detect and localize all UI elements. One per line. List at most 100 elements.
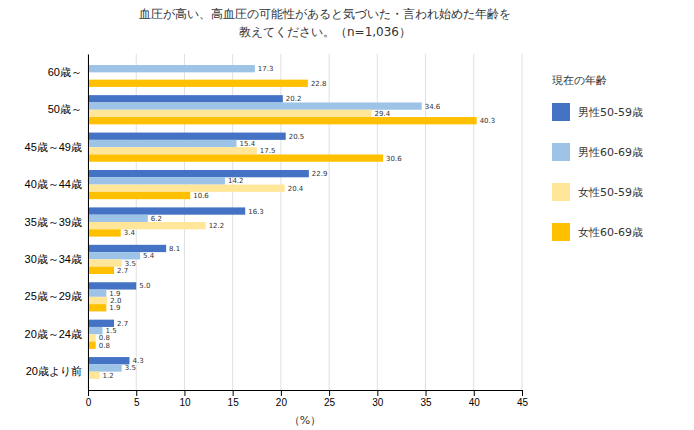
x-tick: 35 [420,390,432,408]
x-tick-mark [377,390,378,396]
bar [88,192,190,199]
data-label: 5.0 [139,282,150,290]
bar [88,252,140,259]
x-tick-mark [281,390,282,396]
legend-label: 男性60-69歳 [578,146,643,159]
x-tick-label: 35 [420,397,432,408]
data-label: 20.2 [286,95,302,103]
y-axis: 20歳より前 20歳～24歳 25歳～29歳 30歳～34歳 35歳～39歳 40歳～44… [25,55,89,391]
bar [88,140,237,147]
x-tick-label: 30 [372,397,384,408]
bar [88,372,100,379]
bar [88,80,308,87]
data-label: 30.6 [386,155,402,163]
data-label: 17.5 [260,147,276,155]
y-tick: 60歳～ [48,66,88,78]
y-tick-label: 20歳より前 [26,365,82,377]
x-tick-mark [233,390,234,396]
data-label: 2.7 [117,320,128,328]
x-tick-mark [474,390,475,396]
x-tick: 15 [228,390,240,408]
data-label: 8.1 [169,245,180,253]
data-label: 12.2 [209,222,225,230]
bar [88,177,225,184]
y-tick-label: 60歳～ [48,66,82,78]
x-tick-label: 10 [179,397,191,408]
bar [88,357,129,364]
bar [88,222,206,229]
bar [88,185,285,192]
x-axis-line [89,391,523,397]
y-tick: 40歳～44歳 [25,178,88,190]
y-tick: 45歳～49歳 [25,141,88,153]
bar [88,259,122,266]
data-label: 16.3 [248,208,264,216]
x-tick-mark [329,390,330,396]
y-tick-label: 30歳～34歳 [25,253,82,265]
x-axis-label: （%） [289,414,321,427]
x-tick: 25 [324,390,336,408]
x-tick-label: 40 [469,397,481,408]
legend-label: 女性60-69歳 [578,226,643,239]
x-tick-mark [88,390,89,396]
y-tick-label: 50歳～ [48,103,82,115]
bar [88,267,114,274]
legend-label: 男性50-59歳 [578,106,643,119]
legend-swatch [552,143,570,161]
grid-line [473,54,474,390]
bar [88,65,255,72]
data-label: 17.3 [258,65,274,73]
bar [88,215,148,222]
data-label: 0.8 [99,342,110,350]
y-tick: 50歳～ [48,103,88,115]
plot: 4.32.75.08.116.322.920.520.23.51.51.95.4… [25,54,529,427]
data-label: 1.9 [109,304,120,312]
legend-swatch [552,183,570,201]
bar [88,102,422,109]
bar [88,229,121,236]
data-labels: 4.32.75.08.116.322.920.520.23.51.51.95.4… [99,65,496,380]
bar [88,334,96,341]
data-label: 29.4 [375,110,391,118]
x-tick: 10 [179,390,191,408]
bar [88,95,283,102]
x-tick-label: 0 [86,397,92,408]
bar [88,327,102,334]
x-tick-mark [426,390,427,396]
y-tick-label: 35歳～39歳 [25,216,82,228]
legend: 現在の年齢男性50-59歳男性60-69歳女性50-59歳女性60-69歳 [552,74,643,241]
legend-label: 女性50-59歳 [578,186,643,199]
grid-line [522,54,523,390]
data-label: 20.4 [288,185,304,193]
data-label: 6.2 [151,215,162,223]
data-label: 40.3 [480,117,496,125]
data-label: 5.4 [143,252,155,260]
x-axis: 051015202530354045 [86,390,529,408]
y-tick: 30歳～34歳 [25,253,88,265]
bar [88,110,372,117]
y-tick-label: 45歳～49歳 [25,141,82,153]
data-label: 15.4 [240,140,256,148]
data-label: 34.6 [425,103,441,111]
bar [88,290,106,297]
y-tick: 35歳～39歳 [25,216,88,228]
y-axis-line [88,55,89,391]
y-tick: 20歳より前 [26,365,88,377]
x-tick: 5 [134,390,140,408]
x-tick: 0 [86,390,92,408]
y-tick: 20歳～24歳 [25,328,88,340]
x-tick-label: 45 [517,397,529,408]
x-tick-label: 15 [228,397,240,408]
data-label: 20.5 [289,133,305,141]
grid [88,54,522,390]
y-tick: 25歳～29歳 [25,290,88,302]
chart: 血圧が高い、高血圧の可能性があると気づいた・言われ始めた年齢を教えてください。（… [0,0,694,430]
data-label: 22.9 [312,170,328,178]
y-tick-label: 20歳～24歳 [25,328,82,340]
bar [88,170,309,177]
y-tick-label: 25歳～29歳 [25,290,82,302]
y-tick-label: 40歳～44歳 [25,178,82,190]
bar [88,207,245,214]
data-label: 1.2 [103,372,114,380]
data-label: 3.4 [124,229,136,237]
